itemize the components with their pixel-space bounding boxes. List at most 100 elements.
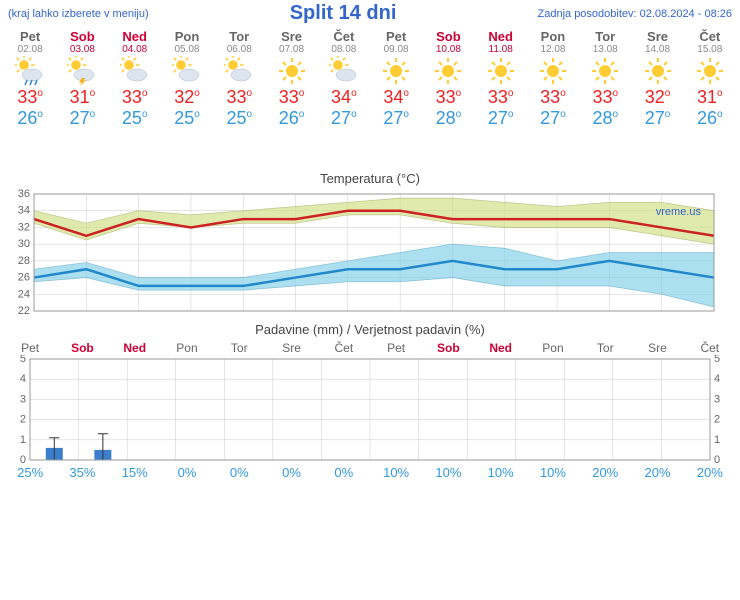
day-name: Pet	[370, 29, 422, 44]
day-date: 02.08	[4, 44, 56, 55]
precip-prob-row: 25%35%15%0%0%0%0%10%10%10%10%20%20%20%	[0, 465, 740, 480]
day-date: 06.08	[213, 44, 265, 55]
svg-text:26: 26	[18, 272, 30, 284]
day-col: Sob 03.08 31o 27o	[56, 27, 108, 131]
weather-icon	[631, 55, 683, 87]
temp-low: 27o	[631, 108, 683, 129]
precip-prob: 10%	[475, 465, 527, 480]
day-col: Sre 14.08 32o 27o	[631, 27, 683, 131]
last-updated: Zadnja posodobitev: 02.08.2024 - 08:26	[538, 8, 732, 20]
day-col: Sre 07.08 33o 26o	[265, 27, 317, 131]
svg-text:36: 36	[18, 188, 30, 200]
precip-day-label: Ned	[475, 341, 527, 355]
temp-high: 33o	[213, 87, 265, 108]
temp-low: 27o	[475, 108, 527, 129]
temp-chart-section: Temperatura (°C) 2224262830323436 vreme.…	[0, 171, 740, 316]
precip-prob: 0%	[318, 465, 370, 480]
temp-low: 28o	[422, 108, 474, 129]
temp-low: 27o	[370, 108, 422, 129]
day-date: 11.08	[475, 44, 527, 55]
day-date: 12.08	[527, 44, 579, 55]
day-col: Sob 10.08 33o 28o	[422, 27, 474, 131]
svg-text:0: 0	[714, 454, 720, 465]
svg-text:32: 32	[18, 221, 30, 233]
temp-low: 26o	[265, 108, 317, 129]
temp-high: 33o	[265, 87, 317, 108]
precip-prob: 20%	[684, 465, 736, 480]
weather-icon	[527, 55, 579, 87]
temp-high: 33o	[527, 87, 579, 108]
day-name: Pon	[527, 29, 579, 44]
weather-icon	[422, 55, 474, 87]
temp-chart-title: Temperatura (°C)	[4, 171, 736, 186]
temp-low: 26o	[4, 108, 56, 129]
day-name: Sob	[422, 29, 474, 44]
temp-low: 27o	[318, 108, 370, 129]
precip-chart-title: Padavine (mm) / Verjetnost padavin (%)	[0, 322, 740, 337]
day-name: Čet	[318, 29, 370, 44]
precip-prob: 10%	[527, 465, 579, 480]
temp-low: 27o	[527, 108, 579, 129]
svg-text:22: 22	[18, 305, 30, 316]
precip-day-row: PetSobNedPonTorSreČetPetSobNedPonTorSreČ…	[0, 341, 740, 355]
precip-prob: 35%	[56, 465, 108, 480]
temp-high: 31o	[684, 87, 736, 108]
weather-icon	[109, 55, 161, 87]
temp-high: 33o	[422, 87, 474, 108]
svg-text:24: 24	[18, 288, 30, 300]
svg-text:3: 3	[20, 393, 26, 405]
day-name: Čet	[684, 29, 736, 44]
precip-day-label: Pet	[370, 341, 422, 355]
temp-high: 34o	[318, 87, 370, 108]
day-col: Ned 04.08 33o 25o	[109, 27, 161, 131]
temp-high: 33o	[579, 87, 631, 108]
temp-high: 34o	[370, 87, 422, 108]
weather-icon	[265, 55, 317, 87]
day-date: 05.08	[161, 44, 213, 55]
day-name: Tor	[579, 29, 631, 44]
svg-text:4: 4	[20, 373, 26, 385]
precip-day-label: Čet	[318, 341, 370, 355]
temp-low: 27o	[56, 108, 108, 129]
temp-high: 32o	[161, 87, 213, 108]
day-date: 03.08	[56, 44, 108, 55]
day-name: Pet	[4, 29, 56, 44]
day-date: 09.08	[370, 44, 422, 55]
weather-icon	[318, 55, 370, 87]
weather-icon	[370, 55, 422, 87]
precip-prob: 0%	[265, 465, 317, 480]
day-col: Pet 09.08 34o 27o	[370, 27, 422, 131]
watermark: vreme.us	[656, 206, 701, 218]
weather-icon	[161, 55, 213, 87]
day-col: Čet 08.08 34o 27o	[318, 27, 370, 131]
day-name: Ned	[109, 29, 161, 44]
menu-hint: (kraj lahko izberete v meniju)	[8, 8, 149, 20]
temp-low: 25o	[213, 108, 265, 129]
weather-icon	[579, 55, 631, 87]
precip-prob: 10%	[370, 465, 422, 480]
weather-icon	[684, 55, 736, 87]
precip-day-label: Pon	[161, 341, 213, 355]
day-name: Sre	[265, 29, 317, 44]
forecast-row: Pet 02.08 33o 26o Sob 03.08 31o 27o Ned …	[0, 27, 740, 131]
svg-text:2: 2	[714, 414, 720, 426]
day-date: 08.08	[318, 44, 370, 55]
day-col: Pon 12.08 33o 27o	[527, 27, 579, 131]
svg-text:3: 3	[714, 393, 720, 405]
svg-text:2: 2	[20, 414, 26, 426]
day-date: 13.08	[579, 44, 631, 55]
day-name: Sob	[56, 29, 108, 44]
day-date: 07.08	[265, 44, 317, 55]
precip-prob: 20%	[579, 465, 631, 480]
day-date: 04.08	[109, 44, 161, 55]
temp-high: 33o	[109, 87, 161, 108]
day-col: Čet 15.08 31o 26o	[684, 27, 736, 131]
precip-day-label: Čet	[684, 341, 736, 355]
svg-text:5: 5	[714, 355, 720, 365]
precip-prob: 20%	[631, 465, 683, 480]
weather-icon	[56, 55, 108, 87]
svg-text:5: 5	[20, 355, 26, 365]
svg-text:1: 1	[714, 434, 720, 446]
svg-text:30: 30	[18, 238, 30, 250]
precip-chart: 001122334455	[0, 355, 740, 465]
